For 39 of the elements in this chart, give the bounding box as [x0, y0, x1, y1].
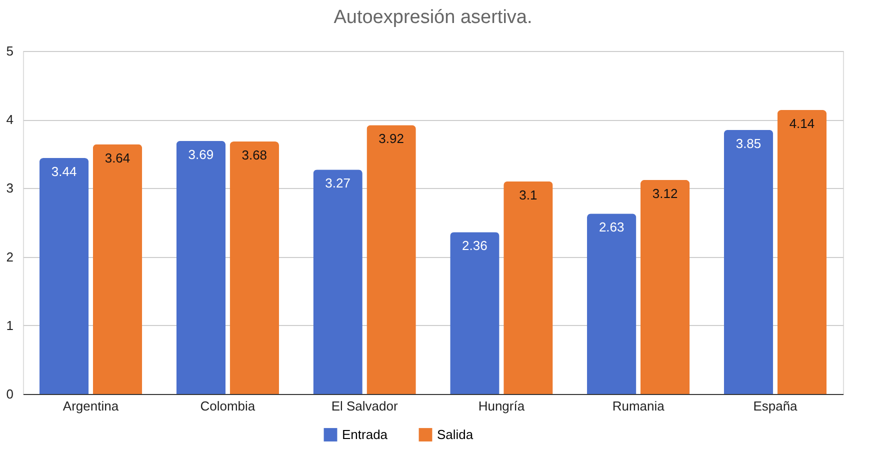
data-label: 3.1 — [519, 187, 538, 202]
bar — [39, 158, 89, 394]
x-tick-label: El Salvador — [331, 398, 398, 414]
bar — [450, 232, 500, 394]
x-tick-label: Rumania — [612, 398, 666, 414]
y-tick-label: 2 — [6, 249, 14, 264]
legend-label: Entrada — [342, 426, 388, 442]
data-label: 3.69 — [188, 146, 214, 162]
data-label: 3.44 — [51, 164, 77, 180]
bar — [640, 180, 690, 394]
bar — [230, 142, 279, 394]
x-tick-label: Argentina — [62, 398, 120, 414]
bar — [313, 170, 362, 394]
bar — [504, 181, 553, 394]
data-label: 3.68 — [242, 148, 268, 163]
x-tick-label: Colombia — [200, 398, 256, 414]
x-tick-label: Hungría — [478, 398, 526, 414]
data-label: 3.12 — [652, 186, 678, 201]
data-label: 3.92 — [378, 131, 404, 146]
bar — [366, 125, 416, 394]
data-label: 2.36 — [462, 238, 488, 254]
y-tick-label: 4 — [6, 112, 14, 128]
x-tick-label: España — [753, 398, 798, 414]
bar — [724, 130, 774, 394]
data-label: 4.14 — [789, 116, 815, 131]
bar — [176, 140, 226, 394]
y-tick-label: 5 — [6, 44, 14, 58]
data-label: 3.85 — [736, 136, 762, 151]
data-label: 2.63 — [598, 220, 624, 235]
y-tick-label: 0 — [6, 386, 14, 402]
legend-label: Salida — [437, 426, 474, 442]
bar — [777, 110, 827, 394]
chart-title: Autoexpresión asertiva. — [334, 7, 532, 28]
y-tick-label: 3 — [6, 180, 14, 196]
bar — [587, 214, 636, 394]
data-label: 3.64 — [104, 150, 130, 166]
bar — [92, 144, 142, 394]
y-tick-label: 1 — [6, 318, 14, 333]
data-label: 3.27 — [325, 176, 350, 191]
